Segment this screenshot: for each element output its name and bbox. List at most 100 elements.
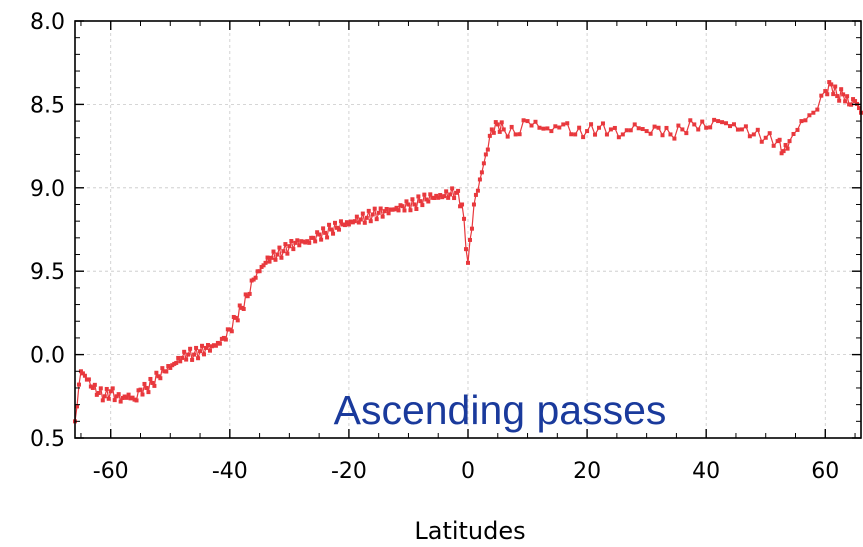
- data-point: [487, 133, 492, 138]
- data-point: [577, 125, 582, 130]
- data-point: [424, 197, 429, 202]
- data-point: [533, 119, 538, 124]
- data-point: [462, 216, 467, 221]
- data-point: [86, 377, 91, 382]
- data-point: [374, 217, 379, 222]
- data-point: [184, 357, 189, 362]
- data-point: [235, 318, 240, 323]
- x-tick-labels: -60 -40 -20 0 20 40 60: [93, 459, 840, 484]
- data-point: [712, 117, 717, 122]
- data-point: [370, 212, 375, 217]
- data-point: [807, 113, 812, 118]
- data-point: [96, 390, 101, 395]
- data-point: [452, 196, 457, 201]
- data-point: [126, 392, 131, 397]
- data-point: [688, 118, 693, 123]
- data-point: [285, 251, 290, 256]
- data-point: [763, 135, 768, 140]
- data-point: [263, 260, 268, 265]
- data-point: [448, 192, 453, 197]
- data-point: [394, 205, 399, 210]
- data-point: [356, 220, 361, 225]
- data-point: [380, 214, 385, 219]
- data-point: [265, 255, 270, 260]
- data-point: [513, 132, 518, 137]
- data-point: [481, 161, 486, 166]
- data-point: [158, 376, 163, 381]
- data-point: [362, 220, 367, 225]
- data-point: [428, 192, 433, 197]
- data-point: [291, 247, 296, 252]
- data-point: [148, 376, 153, 381]
- data-point: [408, 208, 413, 213]
- data-point: [529, 123, 534, 128]
- data-point: [724, 121, 729, 126]
- data-point: [82, 373, 87, 378]
- data-point: [271, 249, 276, 254]
- data-point: [319, 237, 324, 242]
- data-point: [311, 235, 316, 240]
- data-point: [144, 385, 149, 390]
- data-point: [100, 398, 105, 403]
- x-tick-label: -20: [331, 459, 367, 484]
- data-point: [412, 202, 417, 207]
- data-point: [275, 252, 280, 257]
- data-point: [632, 122, 637, 127]
- data-point: [837, 98, 842, 103]
- data-point: [565, 121, 570, 126]
- y-tick-labels: 8.0 8.5 9.0 9.5 0.0 0.5: [30, 10, 65, 452]
- data-point: [795, 127, 800, 132]
- data-point: [223, 337, 228, 342]
- data-point: [295, 238, 300, 243]
- data-point: [396, 208, 401, 213]
- data-point: [384, 206, 389, 211]
- data-point: [803, 118, 808, 123]
- y-tick-label: 0.5: [30, 427, 65, 452]
- data-point: [338, 219, 343, 224]
- data-point: [466, 260, 470, 265]
- data-point: [176, 355, 181, 360]
- data-point: [608, 127, 613, 132]
- x-tick-label: 20: [573, 459, 601, 484]
- data-point: [771, 143, 776, 148]
- data-point: [386, 211, 391, 216]
- data-point: [76, 382, 81, 387]
- data-point: [505, 134, 510, 139]
- x-tick-label: 40: [692, 459, 720, 484]
- grid: [75, 20, 861, 439]
- data-point: [553, 124, 558, 129]
- data-point: [317, 232, 322, 237]
- data-point: [283, 242, 288, 247]
- data-point: [342, 223, 347, 228]
- data-point: [781, 149, 786, 154]
- data-point: [90, 385, 95, 390]
- data-point: [716, 119, 721, 124]
- data-point: [313, 239, 318, 244]
- data-point: [672, 136, 677, 141]
- data-point: [660, 133, 665, 138]
- y-tick-label: 9.0: [30, 177, 65, 202]
- data-point: [186, 352, 191, 357]
- data-point: [146, 390, 151, 395]
- data-point: [843, 99, 848, 104]
- data-point: [414, 206, 419, 211]
- data-point: [198, 349, 203, 354]
- data-point: [604, 132, 609, 137]
- data-point: [436, 195, 441, 200]
- data-point: [581, 135, 586, 140]
- data-point: [444, 189, 449, 194]
- data-point: [420, 203, 425, 208]
- y-tick-label: 0.0: [30, 344, 65, 369]
- data-point: [612, 125, 617, 130]
- data-point: [426, 199, 431, 204]
- data-point: [372, 206, 377, 211]
- data-point: [664, 125, 669, 130]
- data-point: [467, 237, 472, 242]
- data-point: [704, 125, 709, 130]
- data-point: [829, 82, 834, 87]
- data-point: [833, 84, 838, 89]
- data-point: [783, 142, 788, 147]
- data-point: [557, 125, 562, 130]
- data-point: [499, 120, 504, 125]
- data-point: [438, 193, 443, 198]
